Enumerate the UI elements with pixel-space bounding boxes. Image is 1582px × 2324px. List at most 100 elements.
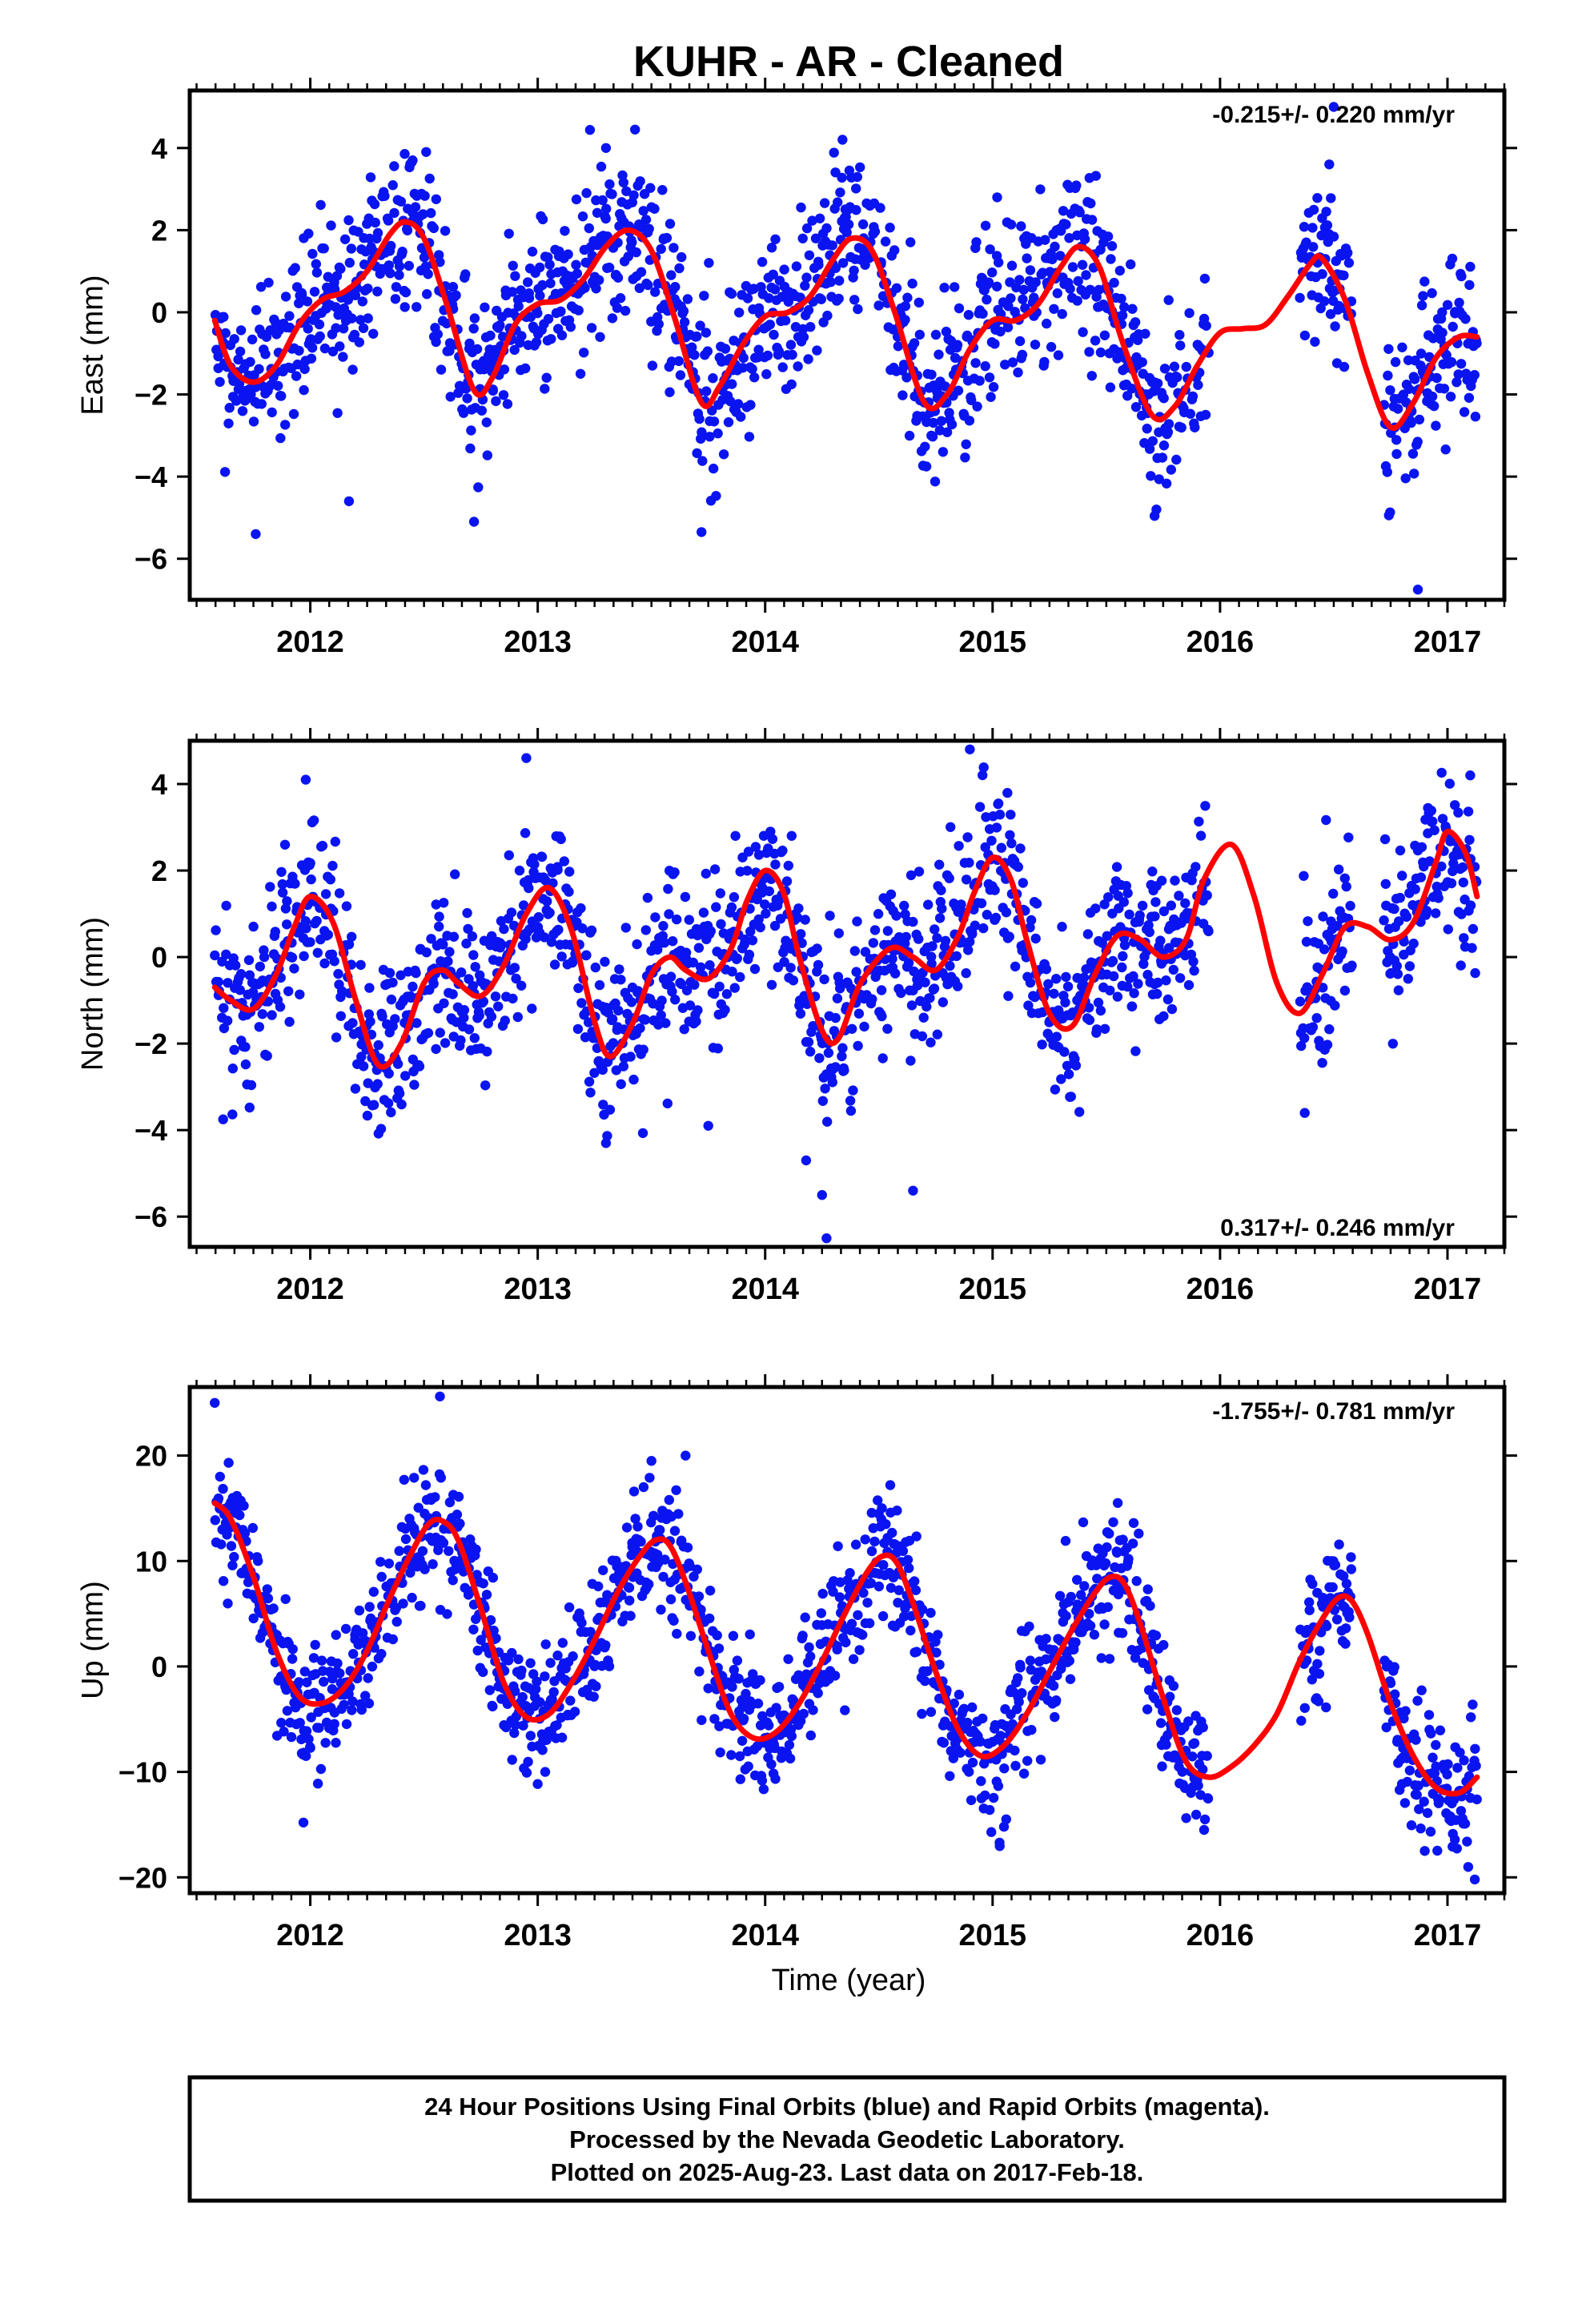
north-data-point xyxy=(221,949,231,960)
east-data-point xyxy=(797,324,809,335)
north-data-point xyxy=(461,939,472,949)
east-data-point xyxy=(834,275,845,286)
east-data-point xyxy=(1047,254,1058,264)
north-data-point xyxy=(1023,1000,1034,1011)
north-data-point xyxy=(944,873,954,883)
east-data-point xyxy=(344,257,355,268)
north-data-point xyxy=(930,924,940,935)
up-data-point xyxy=(239,1501,249,1511)
north-data-point xyxy=(459,1012,469,1023)
up-data-point xyxy=(976,1775,986,1787)
up-data-point xyxy=(532,1676,542,1687)
east-data-point xyxy=(1441,350,1452,360)
up-data-point xyxy=(360,1691,371,1701)
north-data-point xyxy=(600,1138,612,1148)
north-data-point xyxy=(890,968,901,979)
up-data-point xyxy=(286,1731,297,1743)
east-data-point xyxy=(379,191,390,201)
east-data-point xyxy=(974,376,985,386)
east-data-point xyxy=(571,259,581,270)
east-x-tick-label: 2015 xyxy=(959,625,1027,659)
north-data-point xyxy=(800,915,810,925)
up-data-point xyxy=(1060,1535,1071,1546)
north-data-point xyxy=(1152,988,1162,999)
east-data-point xyxy=(586,323,597,333)
up-data-point xyxy=(986,1827,997,1837)
up-data-point xyxy=(327,1673,338,1684)
north-data-point xyxy=(486,1011,497,1022)
up-data-point xyxy=(1321,1621,1332,1631)
east-data-point xyxy=(363,313,373,324)
up-data-point xyxy=(1157,1761,1167,1771)
east-data-point xyxy=(1442,300,1453,310)
north-data-point xyxy=(845,1096,856,1106)
north-data-point xyxy=(1137,900,1148,911)
north-data-point xyxy=(821,1233,832,1244)
north-data-point xyxy=(946,822,956,833)
north-data-point xyxy=(1049,988,1059,999)
east-data-point xyxy=(597,195,608,206)
east-data-point xyxy=(444,346,455,356)
east-data-point xyxy=(498,390,509,400)
up-data-point xyxy=(967,1702,978,1713)
up-data-point xyxy=(962,1717,973,1728)
up-data-point xyxy=(598,1565,608,1576)
up-data-point xyxy=(1112,1498,1123,1509)
east-data-point xyxy=(504,228,514,239)
east-data-point xyxy=(627,237,637,247)
east-data-point xyxy=(708,373,718,384)
east-data-point xyxy=(389,161,400,171)
north-data-point xyxy=(210,950,220,961)
east-data-point xyxy=(389,207,400,219)
north-data-point xyxy=(822,1116,833,1127)
north-data-point xyxy=(1056,1074,1066,1084)
up-data-point xyxy=(999,1763,1010,1774)
north-data-point xyxy=(573,983,584,994)
north-data-point xyxy=(470,962,480,972)
north-data-point xyxy=(590,962,600,973)
east-data-point xyxy=(849,265,859,275)
north-data-point xyxy=(827,1077,838,1088)
north-data-point xyxy=(511,973,521,984)
north-data-point xyxy=(1347,960,1357,971)
up-data-point xyxy=(1400,1706,1411,1716)
up-data-point xyxy=(1448,1795,1460,1805)
up-data-point xyxy=(685,1630,697,1641)
up-data-point xyxy=(669,1615,679,1626)
up-data-point xyxy=(897,1546,909,1557)
north-data-point xyxy=(254,1022,264,1032)
east-data-point xyxy=(830,263,841,273)
east-data-point xyxy=(404,260,414,271)
north-data-point xyxy=(1408,939,1419,949)
north-data-point xyxy=(277,879,287,890)
east-data-point xyxy=(423,269,433,279)
up-data-point xyxy=(771,1703,781,1713)
north-data-point xyxy=(1158,906,1170,917)
north-data-point xyxy=(937,903,947,914)
up-data-point xyxy=(376,1649,387,1659)
east-data-point xyxy=(431,336,441,348)
east-data-point xyxy=(1166,464,1177,475)
north-data-point xyxy=(490,991,501,1002)
up-data-point xyxy=(738,1713,749,1724)
north-data-point xyxy=(1102,931,1113,942)
east-data-point xyxy=(1407,448,1419,459)
up-data-point xyxy=(565,1695,576,1706)
east-data-point xyxy=(412,302,422,312)
east-data-point xyxy=(1412,585,1423,595)
east-data-point xyxy=(618,177,628,188)
north-data-point xyxy=(289,963,299,974)
east-data-point xyxy=(765,320,775,330)
north-data-point xyxy=(1191,862,1201,872)
east-data-point xyxy=(1122,391,1133,401)
east-data-point xyxy=(980,361,990,372)
up-data-point xyxy=(933,1630,943,1640)
east-data-point xyxy=(827,240,837,251)
north-data-point xyxy=(552,865,563,875)
north-y-tick-label: −6 xyxy=(135,1200,167,1233)
east-data-point xyxy=(666,270,677,280)
up-data-point xyxy=(917,1604,928,1614)
east-data-point xyxy=(532,308,543,319)
north-data-point xyxy=(1004,931,1014,942)
east-data-point xyxy=(816,294,826,304)
